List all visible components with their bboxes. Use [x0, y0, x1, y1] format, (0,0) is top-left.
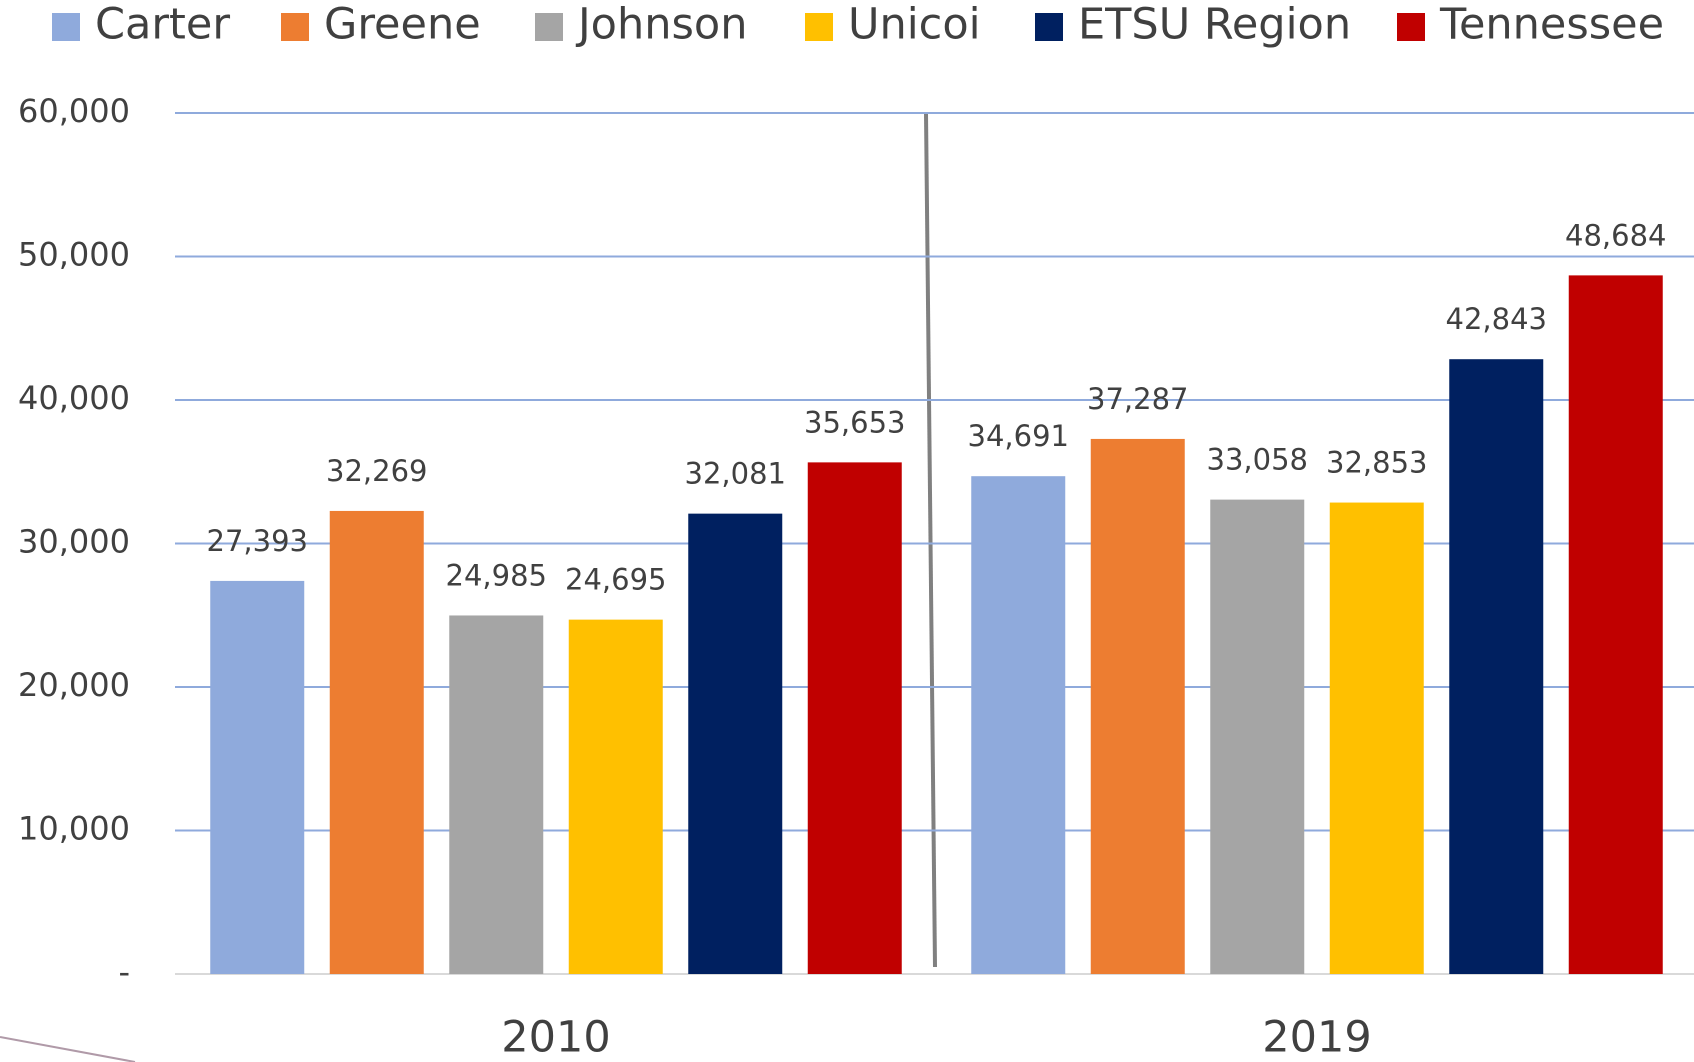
legend-label: Johnson [575, 0, 747, 50]
legend-swatch [281, 13, 309, 41]
bar [1210, 499, 1305, 974]
value-label: 24,985 [446, 558, 547, 592]
x-tick-label: 2019 [1262, 1013, 1371, 1062]
legend-label: Tennessee [1439, 0, 1664, 50]
y-tick-label: 20,000 [18, 666, 130, 704]
x-tick-label: 2010 [501, 1013, 610, 1062]
value-label: 32,081 [685, 457, 786, 491]
bar [568, 619, 663, 974]
value-label: 37,287 [1087, 382, 1188, 416]
legend-swatch [535, 13, 563, 41]
bar [688, 513, 783, 974]
legend-swatch [805, 13, 833, 41]
bar [329, 510, 424, 974]
legend-swatch [1035, 13, 1063, 41]
legend-swatch [52, 13, 80, 41]
bar [1449, 359, 1544, 974]
value-label: 32,269 [326, 454, 427, 488]
bar [971, 476, 1066, 974]
value-label: 33,058 [1207, 443, 1308, 477]
value-label: 32,853 [1326, 446, 1427, 480]
y-tick-label: 10,000 [18, 810, 130, 848]
bar [1329, 502, 1424, 974]
bar [807, 462, 902, 974]
legend-label: ETSU Region [1078, 0, 1351, 50]
y-tick-label: - [118, 953, 130, 991]
value-label: 48,684 [1565, 218, 1666, 252]
y-tick-label: 40,000 [18, 379, 130, 417]
bar [1090, 438, 1185, 975]
y-tick-label: 30,000 [18, 523, 130, 561]
y-tick-label: 60,000 [18, 92, 130, 130]
legend-label: Unicoi [848, 0, 981, 50]
value-label: 42,843 [1446, 302, 1547, 336]
legend-label: Carter [95, 0, 230, 50]
decoration [0, 1036, 136, 1062]
value-label: 35,653 [804, 405, 905, 439]
bar [449, 615, 544, 974]
bar [210, 580, 305, 974]
value-label: 34,691 [968, 419, 1069, 453]
y-tick-label: 50,000 [18, 236, 130, 274]
separator [924, 112, 937, 968]
bar [1568, 275, 1663, 974]
value-label: 24,695 [565, 563, 666, 597]
legend-label: Greene [324, 0, 481, 50]
value-label: 27,393 [207, 524, 308, 558]
legend-swatch [1397, 13, 1425, 41]
